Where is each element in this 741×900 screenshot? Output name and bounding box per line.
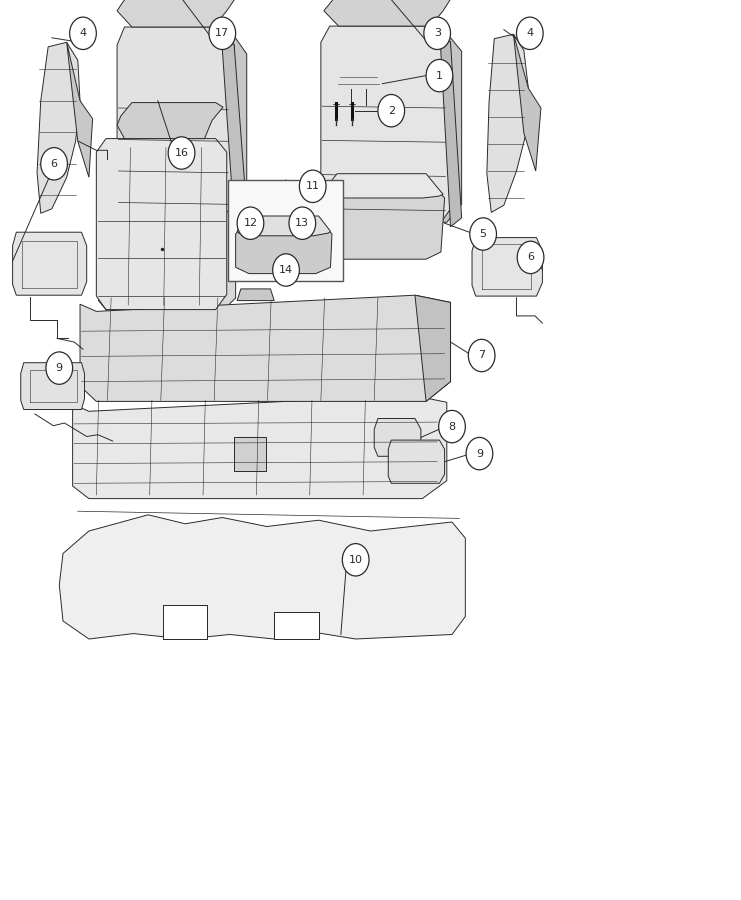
Polygon shape (80, 295, 451, 401)
Polygon shape (274, 612, 319, 639)
Circle shape (299, 170, 326, 202)
Text: 4: 4 (526, 28, 534, 39)
Circle shape (70, 17, 96, 50)
Polygon shape (374, 418, 421, 456)
Polygon shape (236, 220, 332, 274)
Circle shape (342, 544, 369, 576)
Circle shape (46, 352, 73, 384)
Polygon shape (99, 148, 236, 314)
Polygon shape (439, 26, 462, 227)
Circle shape (273, 254, 299, 286)
Text: 11: 11 (306, 181, 319, 192)
Circle shape (289, 207, 316, 239)
Polygon shape (320, 174, 443, 198)
Circle shape (209, 17, 236, 50)
Circle shape (468, 339, 495, 372)
Circle shape (378, 94, 405, 127)
Polygon shape (321, 26, 451, 227)
Text: 5: 5 (479, 229, 487, 239)
Polygon shape (388, 440, 445, 483)
Polygon shape (163, 605, 207, 639)
Polygon shape (21, 363, 84, 410)
Circle shape (237, 207, 264, 239)
Text: 3: 3 (433, 28, 441, 39)
Text: 4: 4 (79, 28, 87, 39)
Polygon shape (487, 34, 528, 212)
Polygon shape (67, 42, 93, 177)
Polygon shape (514, 34, 541, 171)
Text: 1: 1 (436, 70, 443, 81)
Polygon shape (117, 0, 234, 27)
Polygon shape (96, 139, 227, 310)
Text: 17: 17 (215, 28, 230, 39)
Text: 9: 9 (476, 448, 483, 459)
Polygon shape (237, 289, 274, 301)
Text: 10: 10 (349, 554, 362, 565)
Polygon shape (415, 295, 451, 401)
Circle shape (439, 410, 465, 443)
Polygon shape (319, 178, 445, 259)
Text: 13: 13 (296, 218, 309, 229)
Circle shape (517, 241, 544, 274)
Text: 8: 8 (448, 421, 456, 432)
Polygon shape (117, 103, 223, 139)
Polygon shape (234, 437, 266, 472)
Circle shape (168, 137, 195, 169)
Text: 14: 14 (279, 265, 293, 275)
Polygon shape (472, 238, 542, 296)
Polygon shape (37, 42, 80, 213)
Circle shape (41, 148, 67, 180)
Circle shape (470, 218, 496, 250)
Polygon shape (59, 515, 465, 639)
Text: 9: 9 (56, 363, 63, 374)
Circle shape (426, 59, 453, 92)
Polygon shape (335, 66, 382, 96)
Polygon shape (13, 232, 87, 295)
Circle shape (466, 437, 493, 470)
Text: 6: 6 (50, 158, 58, 169)
Text: 16: 16 (175, 148, 188, 158)
Text: 2: 2 (388, 105, 395, 116)
Text: 7: 7 (478, 350, 485, 361)
Bar (228, 180, 343, 281)
Text: 6: 6 (527, 252, 534, 263)
Polygon shape (221, 27, 247, 222)
Text: 12: 12 (243, 218, 258, 229)
Circle shape (516, 17, 543, 50)
Polygon shape (73, 395, 447, 499)
Polygon shape (117, 27, 234, 222)
Circle shape (424, 17, 451, 50)
Polygon shape (237, 216, 330, 236)
Polygon shape (324, 0, 451, 26)
Polygon shape (326, 38, 462, 222)
Polygon shape (119, 36, 247, 220)
